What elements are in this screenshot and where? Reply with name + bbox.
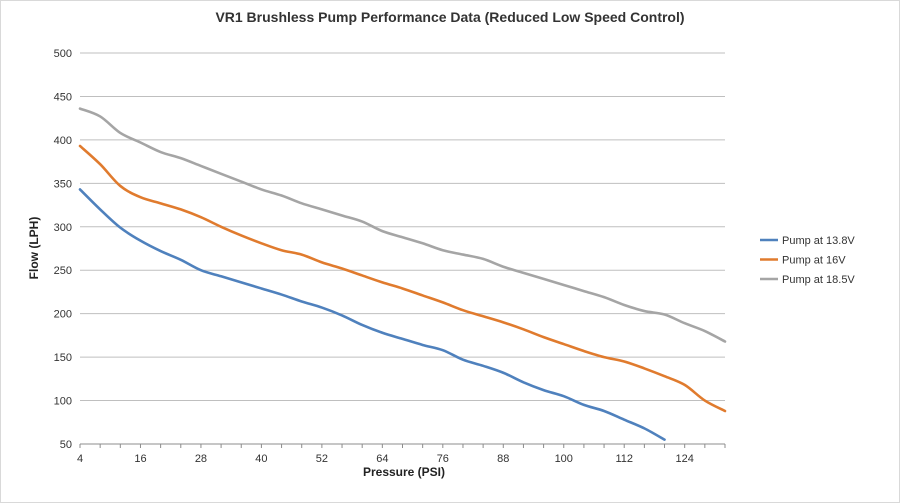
y-tick-label: 50 bbox=[60, 439, 72, 451]
series-line-2 bbox=[78, 144, 727, 413]
x-tick-label: 40 bbox=[255, 453, 267, 465]
y-tick-label: 300 bbox=[54, 222, 72, 234]
x-tick-label: 88 bbox=[497, 453, 509, 465]
y-tick-label: 400 bbox=[54, 135, 72, 147]
y-axis-title: Flow (LPH) bbox=[27, 217, 41, 280]
y-tick-label: 450 bbox=[54, 91, 72, 103]
x-tick-label: 112 bbox=[615, 453, 633, 465]
x-tick-label: 124 bbox=[676, 453, 694, 465]
legend-label-1: Pump at 13.8V bbox=[782, 235, 855, 247]
y-tick-label: 200 bbox=[54, 309, 72, 321]
x-axis-title: Pressure (PSI) bbox=[363, 465, 445, 479]
y-tick-label: 350 bbox=[54, 178, 72, 190]
series-line-1 bbox=[78, 188, 666, 441]
y-tick-label: 100 bbox=[54, 396, 72, 408]
x-tick-label: 28 bbox=[195, 453, 207, 465]
gridlines bbox=[80, 52, 725, 445]
y-axis-ticks: 50 100 150 200 250 300 350 400 450 500 bbox=[54, 48, 72, 451]
y-tick-label: 150 bbox=[54, 352, 72, 364]
x-tick-label: 52 bbox=[316, 453, 328, 465]
x-tick-label: 100 bbox=[555, 453, 573, 465]
y-tick-label: 500 bbox=[54, 48, 72, 60]
series-line-3 bbox=[78, 107, 727, 343]
x-tick-label: 16 bbox=[134, 453, 146, 465]
x-tick-label: 4 bbox=[77, 453, 83, 465]
chart-title: VR1 Brushless Pump Performance Data (Red… bbox=[215, 9, 684, 25]
y-tick-label: 250 bbox=[54, 265, 72, 277]
x-tick-label: 64 bbox=[376, 453, 388, 465]
legend-label-2: Pump at 16V bbox=[782, 255, 846, 267]
legend: Pump at 13.8V Pump at 16V Pump at 18.5V bbox=[760, 235, 855, 286]
series-lines bbox=[78, 107, 727, 441]
x-axis-ticks: 4 16 28 40 52 64 76 88 100 112 124 bbox=[77, 444, 726, 465]
legend-label-3: Pump at 18.5V bbox=[782, 274, 855, 286]
x-tick-label: 76 bbox=[437, 453, 449, 465]
